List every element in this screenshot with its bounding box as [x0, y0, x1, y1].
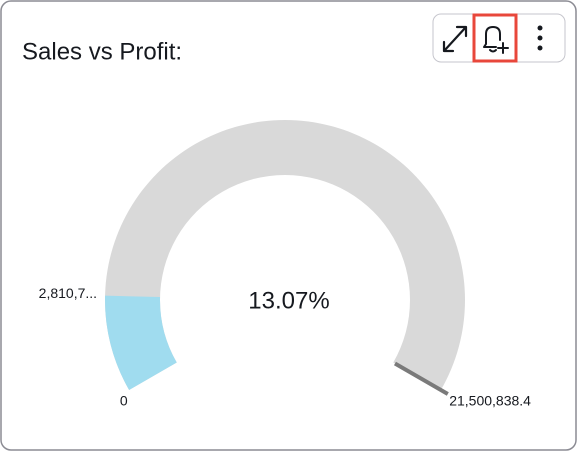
center-label: 13.07% [248, 287, 329, 314]
gauge-track [105, 120, 466, 391]
max-label: 21,500,838.4 [449, 393, 531, 409]
chart-title: Sales vs Profit: [22, 38, 182, 65]
menu-button[interactable] [537, 25, 543, 51]
min-label: 0 [120, 393, 128, 409]
max-marker [393, 361, 449, 396]
alert-button[interactable] [483, 25, 509, 54]
alert-highlight [472, 13, 518, 63]
toolbar [432, 13, 566, 63]
expand-button[interactable] [442, 25, 468, 53]
value-label: 2,810,7... [39, 285, 97, 301]
gauge-fill [105, 295, 177, 390]
